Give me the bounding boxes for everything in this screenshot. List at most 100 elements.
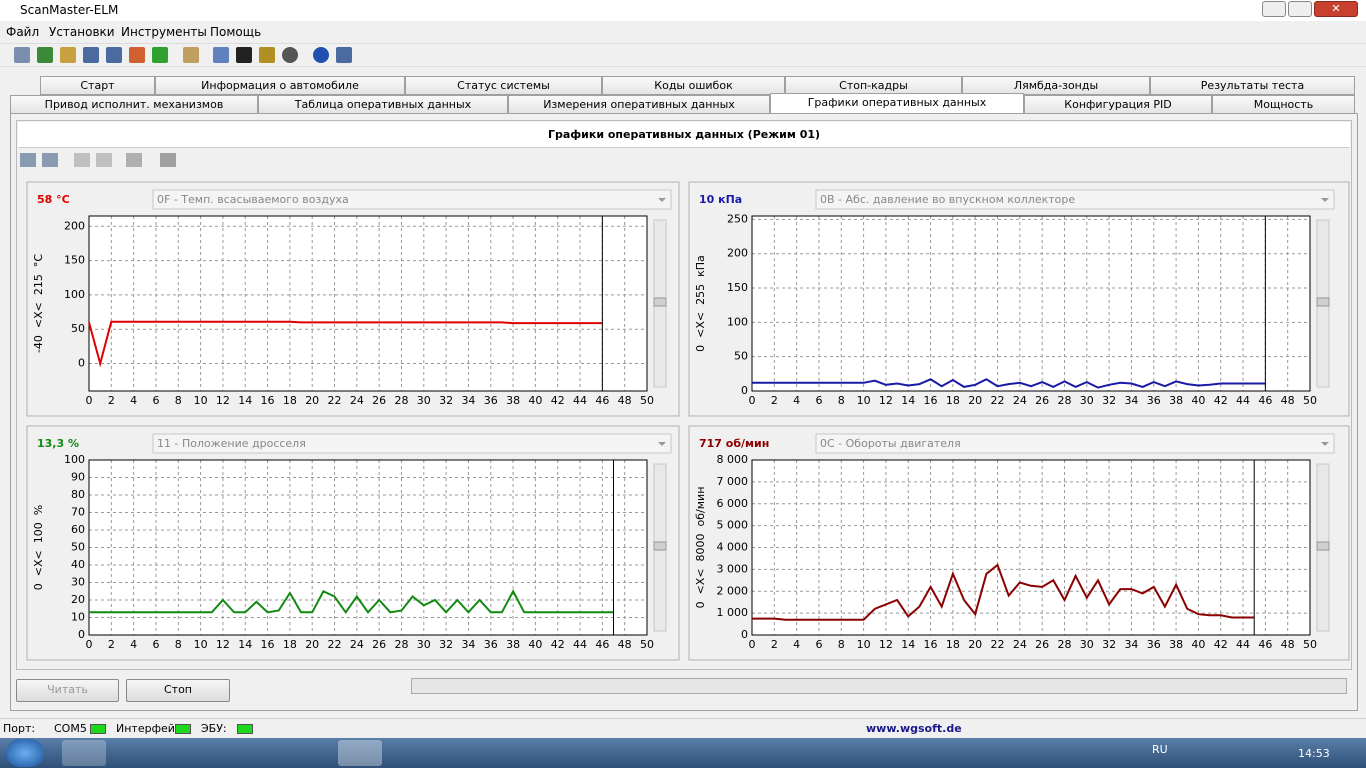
plot-border bbox=[88, 459, 648, 636]
minimize-button[interactable] bbox=[1262, 1, 1286, 17]
y-tick-label: 5 000 bbox=[717, 519, 749, 532]
tool-icon[interactable] bbox=[236, 47, 252, 63]
menu-item[interactable]: Инструменты bbox=[121, 25, 207, 39]
tool-icon[interactable] bbox=[96, 153, 112, 167]
menu-item[interactable]: Установки bbox=[49, 25, 115, 39]
tool-icon[interactable] bbox=[336, 47, 352, 63]
y-tick-label: 80 bbox=[71, 488, 85, 501]
y-axis-label: 0 <X< 100 % bbox=[32, 505, 45, 590]
menu-item[interactable]: Помощь bbox=[210, 25, 262, 39]
x-tick-label: 22 bbox=[991, 394, 1005, 407]
tool-icon[interactable] bbox=[106, 47, 122, 63]
y-tick-label: 30 bbox=[71, 576, 85, 589]
x-tick-label: 8 bbox=[838, 638, 845, 651]
x-tick-label: 38 bbox=[1169, 394, 1183, 407]
x-tick-label: 34 bbox=[1124, 394, 1138, 407]
tab[interactable]: Результаты теста bbox=[1150, 76, 1355, 95]
x-tick-label: 6 bbox=[815, 638, 822, 651]
x-tick-label: 26 bbox=[372, 638, 386, 651]
x-tick-label: 38 bbox=[506, 394, 520, 407]
y-tick-label: 7 000 bbox=[717, 475, 749, 488]
reading: 717 об/мин bbox=[699, 437, 769, 450]
y-tick-label: 10 bbox=[71, 611, 85, 624]
tab[interactable]: Привод исполнит. механизмов bbox=[10, 95, 258, 114]
language[interactable]: RU bbox=[1152, 743, 1168, 756]
x-tick-label: 10 bbox=[857, 638, 871, 651]
close-button[interactable]: ✕ bbox=[1314, 1, 1358, 17]
maximize-button[interactable] bbox=[1288, 1, 1312, 17]
x-tick-label: 14 bbox=[901, 638, 915, 651]
tool-icon[interactable] bbox=[42, 153, 58, 167]
tab[interactable]: Статус системы bbox=[405, 76, 602, 95]
x-tick-label: 24 bbox=[350, 638, 364, 651]
selector-box[interactable] bbox=[152, 433, 672, 454]
x-tick-label: 50 bbox=[1303, 394, 1317, 407]
tab[interactable]: Конфигурация PID bbox=[1024, 95, 1212, 114]
selector-box[interactable] bbox=[152, 189, 672, 210]
tool-icon[interactable] bbox=[126, 153, 142, 167]
start-button[interactable] bbox=[6, 739, 44, 767]
panel-title: Графики оперативных данных (Режим 01) bbox=[18, 122, 1350, 148]
tool-icon[interactable] bbox=[160, 153, 176, 167]
x-tick-label: 44 bbox=[1236, 394, 1250, 407]
tab[interactable]: Информация о автомобиле bbox=[155, 76, 405, 95]
x-tick-label: 16 bbox=[261, 638, 275, 651]
tool-icon[interactable] bbox=[37, 47, 53, 63]
tab[interactable]: Коды ошибок bbox=[602, 76, 785, 95]
x-tick-label: 8 bbox=[838, 394, 845, 407]
tool-icon[interactable] bbox=[313, 47, 329, 63]
data-line bbox=[89, 589, 614, 615]
tool-icon[interactable] bbox=[213, 47, 229, 63]
selector-text: 11 - Положение дросселя bbox=[157, 437, 306, 450]
plot-area bbox=[751, 215, 1311, 392]
tool-icon[interactable] bbox=[14, 47, 30, 63]
y-tick-label: 90 bbox=[71, 471, 85, 484]
y-tick-label: 1 000 bbox=[717, 606, 749, 619]
website[interactable]: www.wgsoft.de bbox=[866, 722, 962, 735]
tab[interactable]: Лямбда-зонды bbox=[962, 76, 1150, 95]
y-tick-label: 2 000 bbox=[717, 584, 749, 597]
x-tick-label: 4 bbox=[130, 394, 137, 407]
x-tick-label: 22 bbox=[328, 638, 342, 651]
x-tick-label: 10 bbox=[194, 394, 208, 407]
tool-icon[interactable] bbox=[183, 47, 199, 63]
y-tick-label: 200 bbox=[64, 219, 85, 232]
tool-icon[interactable] bbox=[282, 47, 298, 63]
tab[interactable]: Старт bbox=[40, 76, 155, 95]
y-tick-label: 0 bbox=[78, 357, 85, 370]
taskbar-app[interactable] bbox=[62, 740, 106, 766]
x-tick-label: 14 bbox=[238, 394, 252, 407]
selector-box[interactable] bbox=[815, 189, 1335, 210]
scroll-thumb[interactable] bbox=[1316, 541, 1330, 551]
x-tick-label: 10 bbox=[857, 394, 871, 407]
scroll-thumb[interactable] bbox=[1316, 297, 1330, 307]
y-axis-label: 0 <X< 8000 об/мин bbox=[694, 487, 707, 609]
clock[interactable]: 14:53 bbox=[1298, 747, 1330, 760]
scroll-thumb[interactable] bbox=[653, 541, 667, 551]
x-tick-label: 26 bbox=[1035, 638, 1049, 651]
tool-icon[interactable] bbox=[152, 47, 168, 63]
x-tick-label: 2 bbox=[108, 638, 115, 651]
x-tick-label: 10 bbox=[194, 638, 208, 651]
tool-icon[interactable] bbox=[83, 47, 99, 63]
x-tick-label: 40 bbox=[1191, 394, 1205, 407]
selector-box[interactable] bbox=[815, 433, 1335, 454]
tab[interactable]: Графики оперативных данных bbox=[770, 93, 1024, 114]
read-button[interactable]: Читать bbox=[16, 679, 119, 702]
taskbar-app[interactable] bbox=[338, 740, 382, 766]
tool-icon[interactable] bbox=[259, 47, 275, 63]
tool-icon[interactable] bbox=[20, 153, 36, 167]
scroll-thumb[interactable] bbox=[653, 297, 667, 307]
reading: 13,3 % bbox=[37, 437, 79, 450]
tool-icon[interactable] bbox=[74, 153, 90, 167]
menu-item[interactable]: Файл bbox=[6, 25, 40, 39]
x-tick-label: 50 bbox=[640, 394, 654, 407]
tool-icon[interactable] bbox=[60, 47, 76, 63]
x-tick-label: 36 bbox=[484, 638, 498, 651]
x-tick-label: 44 bbox=[1236, 638, 1250, 651]
tab[interactable]: Измерения оперативных данных bbox=[508, 95, 770, 114]
tool-icon[interactable] bbox=[129, 47, 145, 63]
stop-button[interactable]: Стоп bbox=[126, 679, 230, 702]
selector-text: 0C - Обороты двигателя bbox=[820, 437, 961, 450]
